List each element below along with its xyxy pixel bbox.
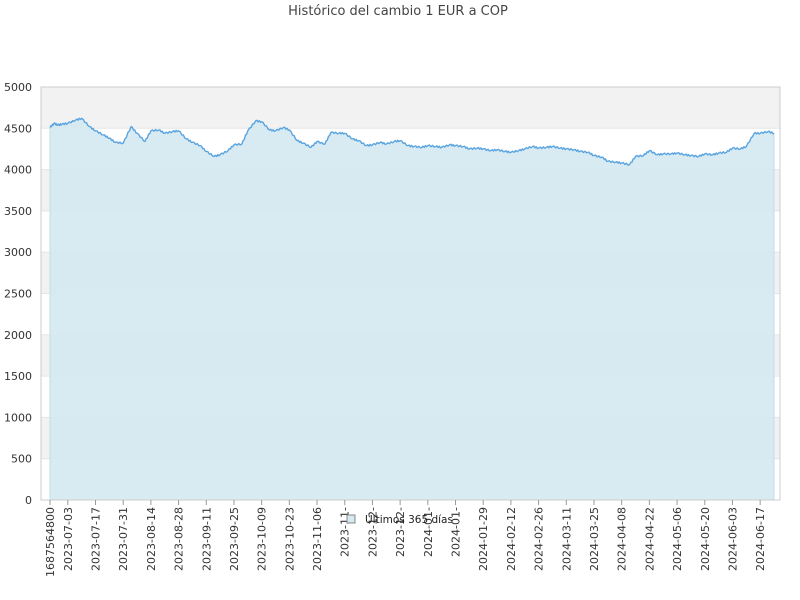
x-tick-label: 2024-01- [422,507,435,557]
x-tick-label: 2023-08-14 [145,507,158,571]
x-tick-label: 2024-04-22 [643,507,656,571]
x-tick-label: 2024-05-06 [671,507,684,571]
y-tick-label: 5000 [4,81,32,94]
x-tick-label: 2023-10-23 [283,507,296,571]
y-tick-label: 3000 [4,246,32,259]
x-tick-label: 2023-09-25 [228,507,241,571]
x-tick-label: 1687564800 [44,507,57,577]
x-tick-label: 2023-12- [366,507,379,557]
plot-frame [40,86,781,501]
y-tick-label: 0 [25,494,32,507]
series-line [49,117,775,166]
x-tick-label: 2023-10-09 [256,507,269,571]
series-area [49,117,775,501]
y-tick-label: 2500 [4,288,32,301]
x-axis: 1687564800 2023-07-03 2023-07-17 2023-07-31… [44,500,767,577]
y-axis: 0 500 1000 1500 2000 2500 3000 3500 4000 4500 5000 [4,81,32,507]
y-tick-label: 4000 [4,164,32,177]
legend-label[interactable]: Últimos 365 días [365,513,453,526]
x-tick-label: 2024-05-20 [699,507,712,571]
x-tick-label: 2023-11-06 [311,507,324,571]
y-tick-label: 500 [11,453,32,466]
x-tick-label: 2024-03-11 [560,507,573,571]
x-tick-label: 2024-03-25 [588,507,601,571]
x-tick-label: 2024-01-29 [477,507,490,571]
y-tick-label: 4500 [4,122,32,135]
x-tick-label: 2023-11- [339,507,352,557]
legend-swatch[interactable] [346,514,356,524]
x-tick-label: 2024-01- [450,507,463,557]
x-tick-label: 2023-12- [394,507,407,557]
x-tick-label: 2023-09-11 [200,507,213,571]
y-tick-label: 3500 [4,205,32,218]
x-tick-label: 2024-02-26 [533,507,546,571]
x-tick-label: 2023-07-03 [62,507,75,571]
y-tick-label: 1500 [4,370,32,383]
x-tick-label: 2023-07-31 [117,507,130,571]
y-tick-label: 1000 [4,411,32,424]
x-tick-label: 2023-07-17 [89,507,102,571]
series-layer [49,117,775,501]
y-tick-label: 2000 [4,329,32,342]
legend[interactable]: Últimos 365 días [346,513,453,526]
x-tick-label: 2023-08-28 [173,507,186,571]
x-tick-label: 2024-06-17 [754,507,767,571]
chart-title: Histórico del cambio 1 EUR a COP [288,4,508,19]
x-tick-label: 2024-04-08 [616,507,629,571]
x-tick-label: 2024-02-12 [505,507,518,571]
grid-band [41,87,780,129]
x-tick-label: 2024-06-03 [726,507,739,571]
